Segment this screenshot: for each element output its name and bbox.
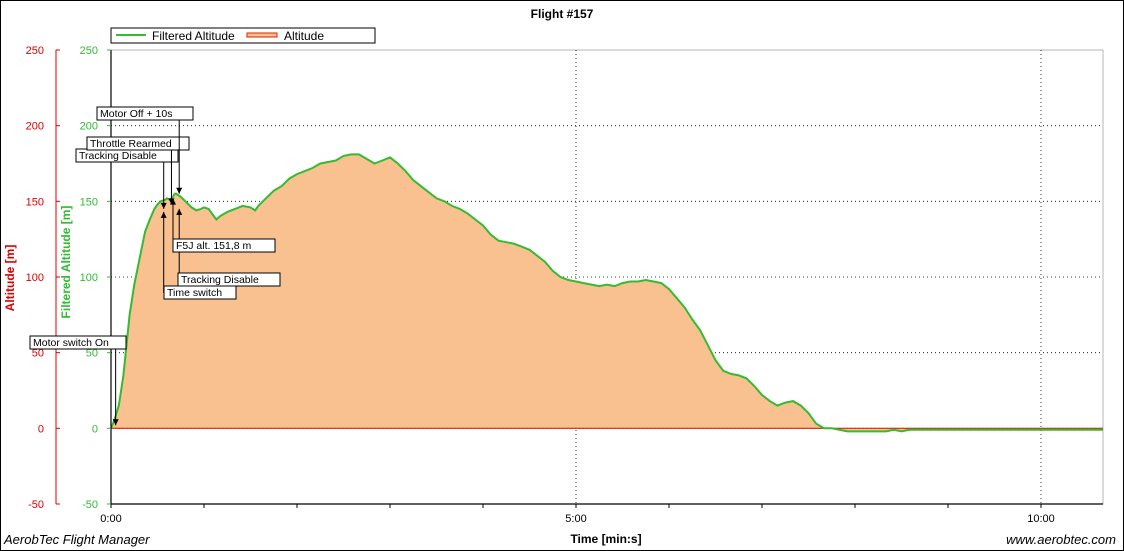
y-left-tick-label: 100 bbox=[26, 272, 44, 284]
annotation-arrow bbox=[160, 211, 167, 218]
x-tick-label: 0:00 bbox=[100, 513, 121, 525]
annotation-label: Motor Off + 10s bbox=[100, 108, 172, 120]
annotation-label: Tracking Disable bbox=[181, 274, 259, 286]
app-name-label: AerobTec Flight Manager bbox=[4, 532, 150, 547]
annotation-connector bbox=[178, 113, 193, 194]
y-left-tick-label: 150 bbox=[26, 196, 44, 208]
y-right-tick-label: 250 bbox=[80, 45, 98, 57]
annotation-box bbox=[86, 136, 190, 151]
y-left-tick-label: 0 bbox=[38, 423, 44, 435]
annotation-box bbox=[177, 272, 281, 287]
y-right-tick-label: 50 bbox=[86, 348, 98, 360]
legend-label-altitude: Altitude bbox=[284, 29, 324, 43]
annotation-label: F5J alt. 151,8 m bbox=[176, 240, 252, 252]
annotation-label: Tracking Disable bbox=[79, 150, 157, 162]
annotation-box bbox=[29, 335, 127, 350]
annotation-arrow bbox=[170, 198, 176, 205]
annotation-label: Motor switch On bbox=[33, 337, 109, 349]
legend-swatch-altitude bbox=[246, 32, 278, 38]
y-left-axis-label: Altitude [m] bbox=[3, 245, 17, 312]
annotation-label: Time switch bbox=[167, 287, 222, 299]
annotation-box bbox=[96, 106, 194, 121]
filtered-altitude-line bbox=[110, 153, 1103, 433]
y-right-tick-label: 200 bbox=[80, 121, 98, 133]
y-right-tick-label: -50 bbox=[82, 499, 98, 511]
x-axis-label: Time [min:s] bbox=[570, 532, 641, 546]
annotation-arrow bbox=[112, 419, 119, 426]
y-right-tick-label: 0 bbox=[92, 423, 98, 435]
y-left-tick-label: 200 bbox=[26, 121, 44, 133]
altitude-area bbox=[111, 154, 1103, 432]
y-right-tick-label: 150 bbox=[80, 196, 98, 208]
y-right-axis-label: Filtered Altitude [m] bbox=[59, 206, 73, 319]
chart-title: Flight #157 bbox=[531, 7, 594, 21]
y-left-tick-label: -50 bbox=[28, 499, 44, 511]
legend-label-filtered: Filtered Altitude bbox=[152, 29, 235, 43]
x-tick-label: 5:00 bbox=[565, 513, 586, 525]
y-right-tick-label: 100 bbox=[80, 272, 98, 284]
annotation-box bbox=[172, 238, 276, 253]
annotation-arrow bbox=[160, 202, 167, 209]
annotation-label: Throttle Rearmed bbox=[90, 138, 172, 150]
website-link[interactable]: www.aerobtec.com bbox=[1006, 532, 1116, 547]
y-left-tick-label: 250 bbox=[26, 45, 44, 57]
annotation-arrow bbox=[176, 208, 183, 215]
x-tick-label: 10:00 bbox=[1027, 513, 1055, 525]
y-left-tick-label: 50 bbox=[32, 348, 44, 360]
legend-box bbox=[110, 27, 376, 44]
annotation-arrow bbox=[176, 187, 183, 194]
